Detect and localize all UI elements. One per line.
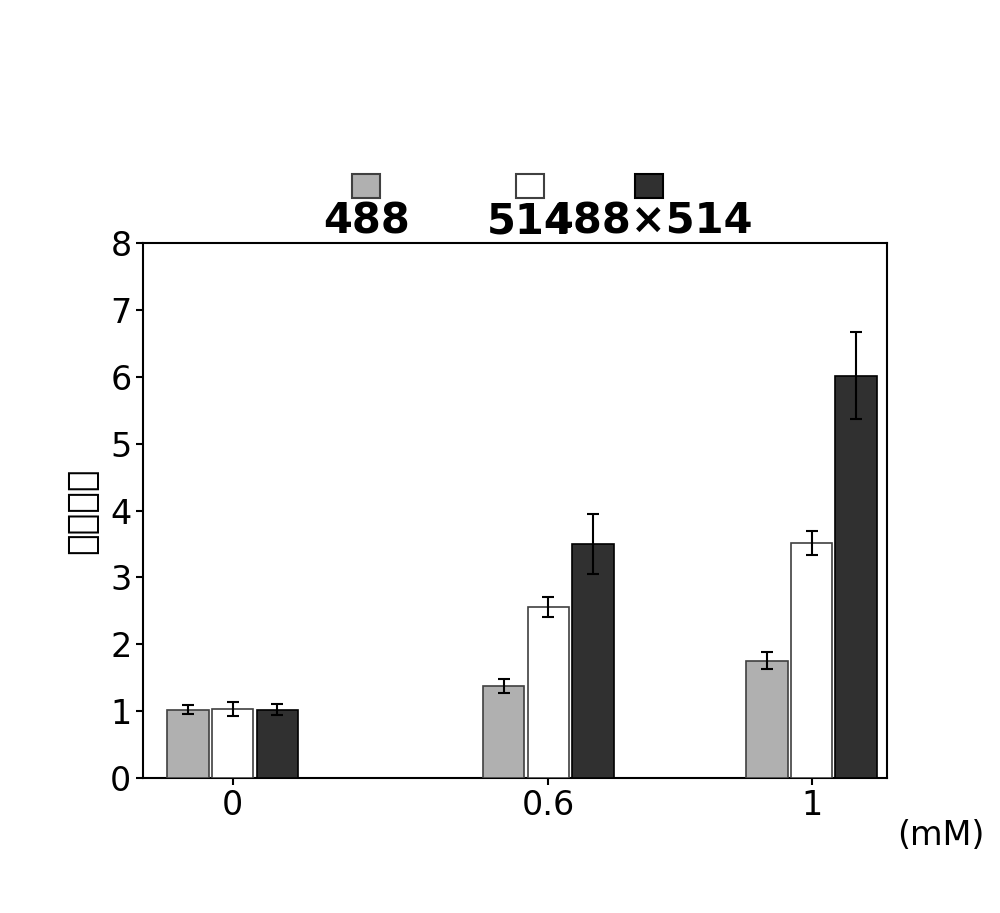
Bar (791, 542, 832, 778)
Bar (528, 607, 569, 778)
Text: 514: 514 (486, 201, 573, 243)
Bar (483, 687, 524, 778)
Bar (835, 375, 877, 778)
Bar (516, 173, 544, 198)
Bar (352, 173, 380, 198)
Bar (167, 709, 209, 778)
Bar (212, 708, 253, 778)
Text: 488: 488 (323, 201, 410, 243)
Bar (572, 544, 614, 778)
Text: 488×514: 488×514 (544, 201, 753, 243)
Y-axis label: 荪光强度: 荪光强度 (65, 467, 99, 554)
Text: (mM): (mM) (898, 819, 985, 853)
Bar (746, 661, 788, 778)
Bar (257, 709, 298, 778)
Bar (635, 173, 663, 198)
